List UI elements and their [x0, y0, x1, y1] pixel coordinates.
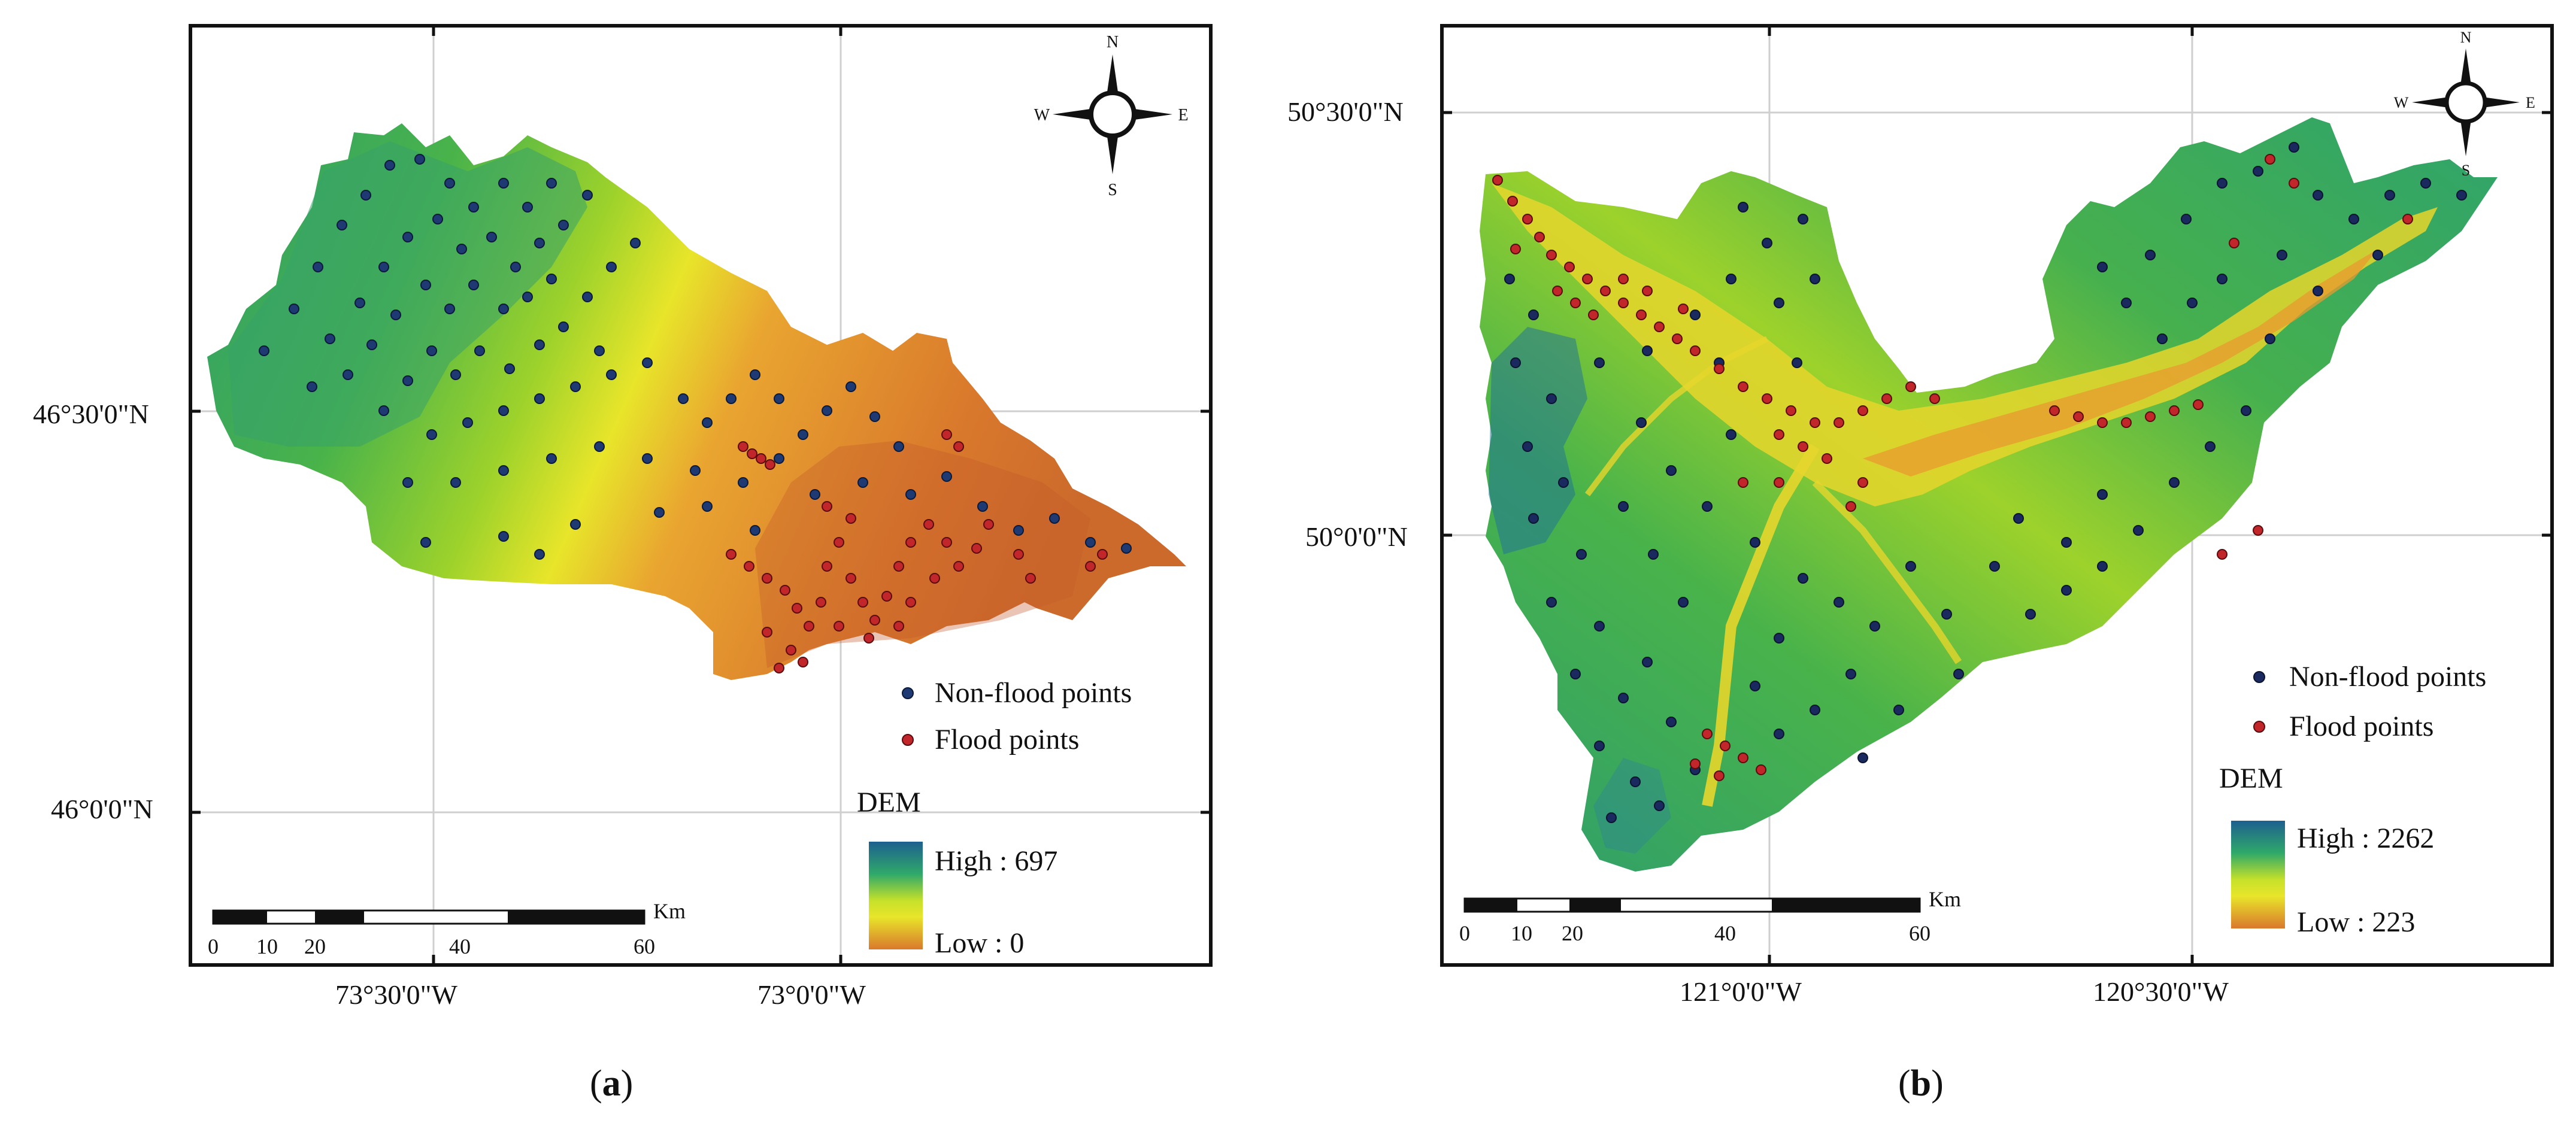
compass-s-b: S — [2462, 162, 2470, 179]
legend-non-flood-a: Non-flood points — [935, 677, 1132, 709]
panel-b: 50°30'0"N 50°0'0"N — [1287, 0, 2576, 1132]
lon-label-a-1: 73°30'0"W — [335, 979, 457, 1010]
legend-dem-low-a: Low : 0 — [935, 927, 1024, 959]
legend-dem-low-b: Low : 223 — [2297, 906, 2415, 938]
compass-rose-icon-a: N S E W — [1034, 33, 1189, 199]
map-frame-a: N S E W Non-flood points Flood points DE… — [189, 24, 1213, 967]
compass-s: S — [1108, 181, 1117, 199]
lat-label-b-1: 50°30'0"N — [1287, 96, 1404, 127]
lon-label-b-2: 120°30'0"W — [2093, 976, 2229, 1007]
legend-a: Non-flood points Flood points DEM High :… — [857, 677, 1132, 959]
legend-dem-high-a: High : 697 — [935, 845, 1057, 877]
caption-b: (b) — [1898, 1063, 1944, 1104]
svg-text:20: 20 — [1562, 921, 1583, 945]
dem-color-ramp-b — [2231, 821, 2285, 928]
svg-text:10: 10 — [256, 934, 278, 958]
lat-label-a-2: 46°0'0"N — [51, 794, 153, 824]
watershed-b — [1480, 117, 2498, 872]
dem-color-ramp-a — [869, 842, 923, 949]
panel-a: 46°30'0"N 46°0'0"N — [0, 0, 1287, 1132]
svg-text:0: 0 — [208, 934, 219, 958]
caption-a: (a) — [590, 1063, 634, 1104]
legend-dem-title-b: DEM — [2219, 763, 2283, 794]
legend-dem-title-a: DEM — [857, 787, 921, 818]
non-flood-points-a — [259, 154, 1132, 560]
compass-n: N — [1107, 33, 1119, 51]
scalebar-unit-b: Km — [1929, 887, 1961, 911]
svg-text:40: 40 — [1714, 921, 1736, 945]
compass-w: W — [1034, 106, 1050, 125]
svg-text:10: 10 — [1511, 921, 1532, 945]
legend-flood-a: Flood points — [935, 724, 1079, 755]
scalebar-b: Km 0 10 20 40 60 — [1459, 887, 1961, 945]
legend-flood-b: Flood points — [2289, 711, 2433, 742]
legend-non-flood-b: Non-flood points — [2289, 661, 2486, 693]
legend-dem-high-b: High : 2262 — [2297, 823, 2434, 854]
svg-text:60: 60 — [1909, 921, 1931, 945]
lat-label-b-2: 50°0'0"N — [1305, 521, 1408, 552]
legend-b: Non-flood points Flood points DEM High :… — [2219, 661, 2486, 938]
non-flood-points-b — [1504, 142, 2467, 823]
svg-text:20: 20 — [304, 934, 326, 958]
scalebar-unit-a: Km — [653, 899, 686, 923]
compass-n-b: N — [2460, 29, 2472, 46]
lon-label-a-2: 73°0'0"W — [757, 979, 866, 1010]
svg-text:60: 60 — [634, 934, 655, 958]
compass-e-b: E — [2526, 94, 2535, 111]
map-canvas-b: N S E W Non-flood points Flood points DE… — [1444, 28, 2550, 963]
flood-points-a — [726, 429, 1108, 673]
lon-label-b-1: 121°0'0"W — [1680, 976, 1802, 1007]
scalebar-a: Km 0 10 20 40 60 — [208, 899, 686, 958]
compass-e: E — [1178, 106, 1188, 125]
compass-w-b: W — [2394, 94, 2409, 111]
svg-text:40: 40 — [449, 934, 471, 958]
svg-text:0: 0 — [1459, 921, 1470, 945]
map-frame-b: N S E W Non-flood points Flood points DE… — [1440, 24, 2554, 967]
lat-label-a-1: 46°30'0"N — [33, 399, 149, 429]
flood-points-b — [1492, 154, 2413, 781]
map-canvas-a: N S E W Non-flood points Flood points DE… — [192, 28, 1209, 963]
compass-rose-icon-b: N S E W — [2394, 29, 2535, 179]
